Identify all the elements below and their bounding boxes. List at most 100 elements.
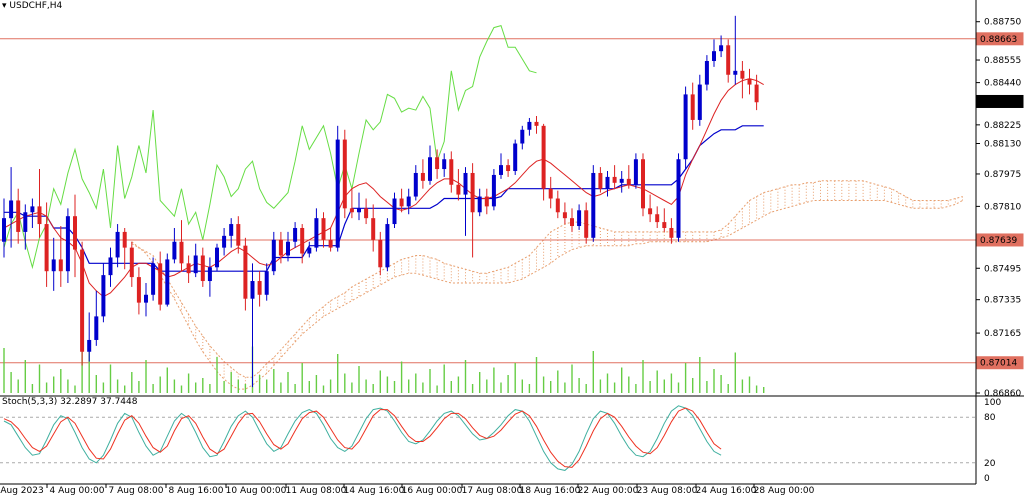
y-tick-label: 0.88130	[984, 140, 1021, 150]
y-tick-label: 0.88440	[984, 79, 1021, 89]
candle-body	[271, 239, 276, 272]
candle-body	[278, 239, 283, 256]
candle-body	[87, 339, 92, 352]
candle-body	[200, 255, 205, 282]
candle-body	[605, 176, 610, 189]
senkou-a-line	[131, 180, 963, 378]
candle-body	[250, 281, 255, 299]
candle-body	[477, 196, 482, 213]
ichimoku-cloud	[131, 180, 963, 390]
candle-body	[562, 212, 567, 219]
candle-body	[342, 139, 347, 209]
candle-body	[662, 222, 667, 228]
level-price-label: 0.87639	[980, 236, 1017, 246]
x-tick-label: 18 Aug 16:00	[520, 486, 581, 496]
y-tick-label: 0.88750	[984, 18, 1021, 28]
candle-body	[499, 165, 503, 175]
candle-body	[65, 216, 70, 272]
x-tick-label: 11 Aug 08:00	[286, 486, 347, 496]
x-tick-label: 14 Aug 16:00	[344, 486, 405, 496]
candle-body	[321, 218, 326, 240]
x-tick-label: 10 Aug 00:00	[226, 486, 287, 496]
candle-body	[122, 231, 127, 248]
candle-body	[335, 139, 340, 248]
candle-body	[300, 227, 305, 254]
candle-body	[506, 165, 511, 172]
candle-body	[491, 174, 496, 207]
triangle-down-icon[interactable]: ▾	[2, 1, 7, 11]
y-tick-label: 0.87810	[984, 202, 1021, 212]
level-price-label: 0.87014	[980, 359, 1017, 369]
candle-body	[179, 241, 184, 264]
candle-body	[442, 159, 447, 170]
level-price-label-box	[976, 356, 1024, 370]
candle-body	[548, 188, 553, 199]
candle-body	[371, 218, 376, 240]
level-price-label-box	[976, 32, 1024, 46]
candle-body	[754, 84, 759, 103]
candle-body	[293, 227, 298, 242]
candle-body	[328, 239, 333, 248]
candle-body	[534, 121, 539, 126]
candle-body	[23, 212, 28, 232]
senkou-b-line	[131, 200, 963, 390]
stoch-scale-label: 20	[984, 459, 996, 469]
x-tick-label: Aug 2023	[0, 486, 43, 496]
candle-body	[58, 259, 63, 272]
candle-body	[193, 255, 198, 274]
candle-body	[648, 208, 653, 215]
candle-body	[2, 218, 6, 242]
candle-body	[236, 224, 241, 246]
candle-body	[584, 210, 589, 238]
volume-bars	[3, 343, 765, 393]
candle-body	[314, 218, 319, 248]
current-price-label-box	[976, 94, 1024, 108]
candle-body	[115, 231, 120, 258]
candle-body	[726, 45, 731, 75]
candle-body	[683, 94, 688, 160]
candle-body	[577, 210, 582, 227]
x-tick-label: 17 Aug 08:00	[462, 486, 523, 496]
candle-body	[712, 51, 716, 62]
candle-body	[136, 277, 141, 303]
candle-body	[591, 172, 596, 238]
candle-body	[264, 271, 269, 295]
candle-body	[357, 208, 361, 213]
candle-body	[9, 200, 14, 219]
candle-body	[413, 172, 418, 197]
y-tick-label: 0.87495	[984, 264, 1021, 274]
candle-body	[378, 239, 383, 268]
level-price-label: 0.88663	[980, 35, 1017, 45]
candle-body	[37, 206, 42, 225]
candle-body	[16, 200, 21, 232]
candle-body	[435, 157, 440, 170]
candle-body	[513, 143, 518, 172]
stoch-header: Stoch(5,3,3) 32.2897 37.7448	[2, 397, 137, 407]
candle-body	[172, 241, 177, 260]
current-price-label: 0.88344	[980, 97, 1017, 107]
candle-body	[527, 121, 532, 130]
x-tick-label: 8 Aug 16:00	[169, 486, 224, 496]
candle-body	[286, 241, 290, 256]
candle-body	[719, 45, 724, 52]
candle-body	[704, 61, 709, 85]
candle-body	[229, 224, 234, 236]
candle-body	[633, 159, 638, 185]
candle-body	[73, 216, 77, 250]
candle-body	[406, 196, 411, 207]
candle-body	[676, 159, 681, 238]
candle-body	[307, 247, 312, 254]
candle-body	[44, 224, 49, 272]
candle-body	[484, 196, 489, 207]
candle-body	[51, 259, 56, 272]
candle-body	[222, 235, 227, 248]
symbol-label: USDCHF,H4	[9, 1, 63, 11]
candle-body	[733, 70, 738, 75]
candle-body	[747, 78, 752, 85]
candle-body	[428, 157, 432, 181]
candle-body	[641, 159, 645, 209]
candle-body	[392, 198, 397, 225]
candle-body	[463, 172, 468, 195]
